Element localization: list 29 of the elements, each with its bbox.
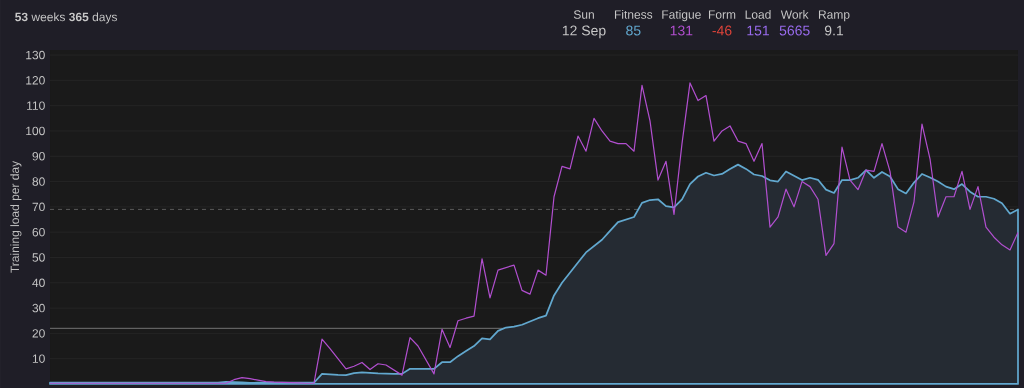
text: 12 Sep — [562, 25, 606, 39]
y-tick-label: 120 — [26, 76, 45, 85]
text: Ramp — [818, 10, 850, 22]
text: Work — [780, 9, 809, 19]
text: 151 — [747, 25, 769, 36]
text: -46 — [712, 25, 732, 36]
text: Fitness — [614, 9, 653, 19]
text: Form — [708, 10, 736, 19]
y-tick-label: 90 — [32, 152, 45, 161]
text: 53 weeks 365 days — [15, 12, 118, 24]
y-tick-label: 10 — [32, 354, 45, 363]
y-tick-label: 70 — [32, 202, 45, 212]
y-tick-label: 60 — [32, 227, 45, 237]
y-tick-label: 40 — [32, 278, 45, 288]
text: Fatigue — [662, 9, 701, 22]
text: 9.1 — [824, 25, 844, 36]
text: 131 — [670, 25, 693, 36]
y-tick-label: 130 — [26, 50, 45, 60]
y-tick-label: 80 — [32, 177, 45, 186]
text: 5665 — [779, 25, 810, 36]
y-tick-label: 110 — [27, 101, 45, 110]
y-tick-label: 20 — [32, 329, 45, 338]
text: Load — [745, 9, 771, 19]
y-tick-label: 100 — [26, 126, 45, 136]
text: 85 — [626, 25, 641, 36]
y-tick-label: 50 — [32, 253, 45, 262]
y-tick-label: 30 — [32, 303, 45, 313]
y-axis-title: Training load per day — [10, 160, 22, 273]
text: Sun — [573, 10, 594, 19]
